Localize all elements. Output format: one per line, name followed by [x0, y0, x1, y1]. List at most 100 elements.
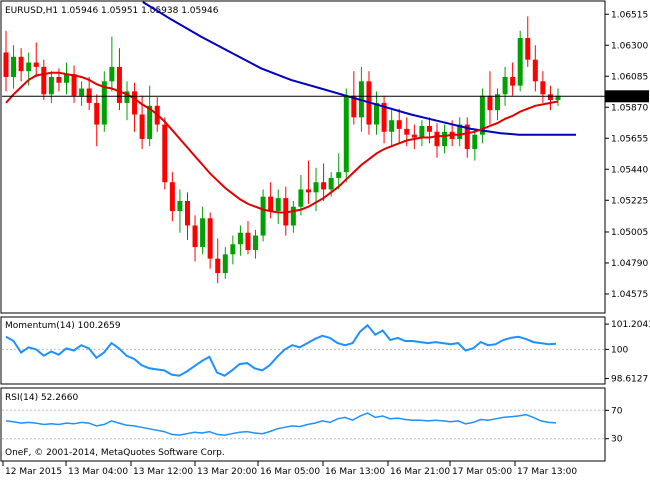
candle-body — [411, 134, 417, 138]
candle-body — [237, 232, 243, 245]
time-tick-label: 12 Mar 2015 — [5, 467, 62, 477]
candle-body — [555, 95, 561, 101]
candle-body — [200, 218, 206, 248]
price-panel-frame — [0, 0, 606, 314]
candle-body — [147, 105, 153, 139]
momentum-tick-label: 100 — [611, 345, 628, 355]
candle-body — [124, 91, 130, 103]
candle-body — [245, 232, 251, 250]
candle-body — [268, 196, 274, 212]
candle-body — [3, 52, 9, 77]
rsi-tick-label: 30 — [611, 435, 623, 445]
candle-body — [321, 182, 327, 190]
candle-body — [517, 38, 523, 86]
momentum-panel-frame — [0, 316, 606, 385]
time-tick-label: 13 Mar 12:00 — [133, 467, 193, 477]
candle-body — [404, 128, 410, 135]
momentum-panel-title: Momentum(14) 100.2659 — [5, 321, 121, 331]
price-panel-title: EURUSD,H1 1.05946 1.05951 1.05938 1.0594… — [5, 6, 219, 16]
candle-body — [48, 76, 54, 95]
candle-body — [116, 66, 122, 103]
candle-body — [86, 88, 92, 103]
momentum-axis: 101.2043 100 98.6127 — [2, 320, 650, 385]
candle-body — [253, 235, 259, 250]
candle-body — [18, 56, 24, 72]
candle-body — [79, 88, 85, 96]
candle-body — [290, 206, 296, 226]
candle-body — [479, 95, 485, 135]
time-tick-label: 17 Mar 13:00 — [517, 467, 577, 477]
momentum-tick-label: 98.6127 — [611, 375, 648, 385]
slow-moving-average-line — [142, 1, 576, 136]
candle-body — [169, 182, 175, 212]
candle-body — [487, 95, 493, 111]
candle-body — [177, 200, 183, 212]
candle-body — [457, 124, 463, 139]
candle-body — [502, 76, 508, 95]
time-tick-label: 13 Mar 20:00 — [197, 467, 257, 477]
candle-body — [442, 131, 448, 147]
candle-body — [419, 126, 425, 138]
candle-body — [351, 95, 357, 118]
candle-body — [495, 94, 501, 111]
candle-body — [298, 189, 304, 207]
current-price-label: 1.05946 — [609, 92, 646, 102]
price-tick-label: 1.06300 — [611, 41, 648, 51]
momentum-tick-label: 101.2043 — [611, 320, 650, 330]
candle-body — [162, 124, 168, 183]
candle-body — [510, 76, 516, 86]
candle-body — [532, 59, 538, 82]
candle-body — [139, 114, 145, 139]
candle-body — [41, 66, 47, 95]
candle-body — [343, 95, 349, 173]
time-tick-label: 17 Mar 05:00 — [452, 467, 512, 477]
rsi-panel-title: RSI(14) 52.2660 — [5, 393, 78, 403]
candle-body — [184, 200, 190, 226]
candle-body — [230, 244, 236, 255]
time-tick-label: 16 Mar 21:00 — [390, 467, 450, 477]
price-tick-label: 1.05005 — [611, 228, 648, 238]
price-tick-label: 1.06085 — [611, 72, 648, 82]
candle-body — [63, 74, 69, 83]
candle-body — [313, 182, 319, 193]
candle-body — [464, 124, 470, 150]
candle-body — [540, 81, 546, 95]
candle-body — [94, 102, 100, 125]
candle-body — [547, 94, 553, 101]
rsi-axis: 70 30 — [2, 406, 623, 445]
time-tick-label: 16 Mar 05:00 — [260, 467, 320, 477]
candle-body — [472, 134, 478, 150]
time-axis: 12 Mar 2015 13 Mar 04:00 13 Mar 12:00 13 Ma… — [2, 461, 577, 477]
rsi-line — [5, 412, 557, 436]
price-tick-label: 1.05225 — [611, 196, 648, 206]
candle-body — [434, 131, 440, 147]
candle-body — [26, 62, 32, 72]
rsi-tick-label: 70 — [611, 406, 623, 416]
candle-body — [389, 120, 395, 132]
candle-body — [525, 38, 531, 60]
candle-body — [132, 91, 138, 115]
candle-body — [374, 102, 380, 125]
candle-body — [275, 198, 281, 212]
price-axis: 1.06515 1.06300 1.06085 1.05870 1.05655 1.054… — [605, 10, 648, 300]
time-tick-label: 16 Mar 13:00 — [325, 467, 385, 477]
candle-body — [56, 76, 62, 83]
copyright-text: OneF, © 2001-2014, MetaQuotes Software C… — [5, 448, 225, 458]
candle-body — [33, 62, 39, 67]
candle-body — [215, 258, 221, 274]
candle-body — [260, 196, 266, 236]
candle-body — [426, 126, 432, 132]
price-tick-label: 1.05870 — [611, 103, 648, 113]
candle-body — [101, 81, 107, 125]
candle-body — [207, 218, 213, 259]
price-tick-label: 1.04575 — [611, 290, 648, 300]
candle-body — [192, 225, 198, 248]
candle-body — [396, 120, 402, 129]
candle-body — [336, 172, 342, 178]
current-price-marker: 1.05946 — [2, 90, 649, 103]
price-tick-label: 1.06515 — [611, 10, 648, 20]
current-price-box — [605, 90, 649, 103]
fast-moving-average-line — [5, 71, 559, 214]
momentum-line — [5, 323, 557, 377]
